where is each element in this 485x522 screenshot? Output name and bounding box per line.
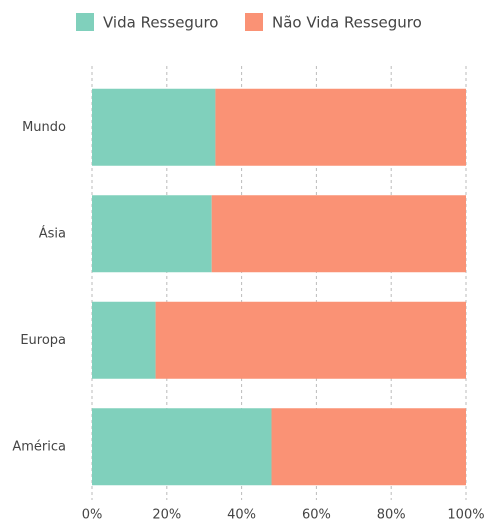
x-tick-label: 60% (302, 508, 331, 522)
x-tick-label: 0% (82, 508, 103, 522)
bar (92, 88, 216, 166)
bar (92, 301, 156, 379)
legend-label: Não Vida Resseguro (272, 14, 422, 32)
x-tick-label: 20% (152, 508, 181, 522)
bar (92, 408, 272, 486)
y-tick-label: Europa (20, 333, 66, 348)
bar (215, 88, 466, 166)
x-tick-label: 80% (377, 508, 406, 522)
y-tick-label: América (12, 439, 66, 454)
y-tick-label: Mundo (22, 120, 66, 135)
bar (155, 301, 466, 379)
legend-swatch (245, 13, 263, 31)
x-tick-label: 40% (227, 508, 256, 522)
x-tick-label: 100% (447, 508, 484, 522)
y-tick-label: Ásia (39, 225, 66, 241)
bar (92, 195, 212, 273)
legend-swatch (76, 13, 94, 31)
legend-label: Vida Resseguro (103, 14, 218, 32)
bar (211, 195, 466, 273)
bar (271, 408, 466, 486)
